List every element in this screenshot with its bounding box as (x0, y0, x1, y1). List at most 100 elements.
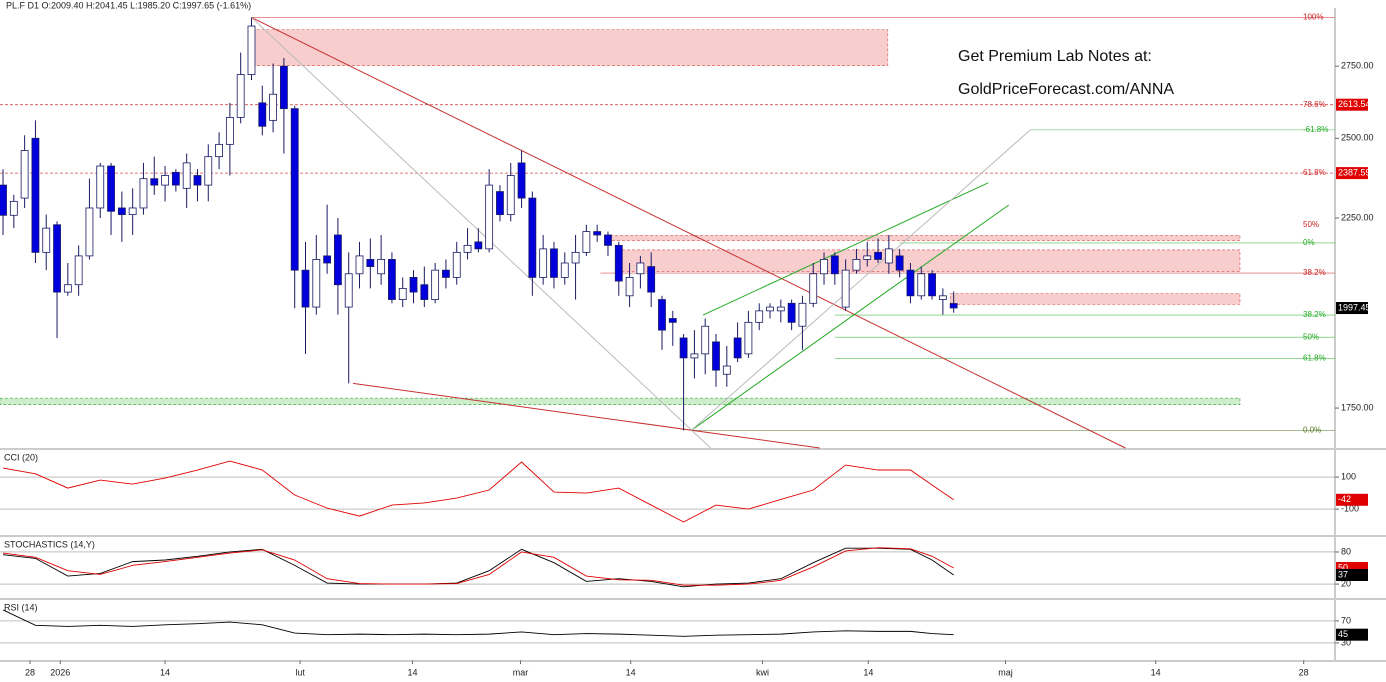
candle-body (74, 255, 83, 286)
trend-line (251, 17, 1126, 449)
candle-body (550, 248, 558, 278)
candle-body (668, 318, 677, 323)
candle-body (917, 273, 926, 297)
trend-line (251, 17, 711, 449)
candle-body (528, 197, 537, 278)
candle-body (193, 175, 202, 186)
x-tick-label: 14 (863, 667, 873, 677)
candle-body (269, 93, 277, 121)
candle-body (31, 137, 40, 253)
candle-body (496, 191, 504, 216)
price-marker-label: 1997.45 (1338, 302, 1371, 312)
candle-body (938, 295, 947, 300)
candle-body (150, 178, 159, 186)
price-marker (1336, 167, 1368, 180)
fib-label: 0% (1303, 238, 1315, 247)
candle-body (323, 255, 332, 264)
candle-body (841, 269, 850, 308)
candle-body (279, 65, 288, 110)
fib-label: 50% (1303, 220, 1319, 229)
x-tick-label: 14 (407, 667, 417, 677)
x-tick-label: 28 (25, 667, 35, 677)
candle-body (636, 262, 645, 275)
price-marker (1336, 98, 1368, 111)
x-tick-label: kwi (756, 667, 769, 677)
candle-body (755, 310, 764, 323)
candle-body (830, 255, 839, 275)
candle-body (560, 262, 569, 278)
price-marker (1336, 493, 1368, 506)
candle-body (171, 171, 180, 186)
candle-body (863, 255, 872, 260)
candle-body (809, 273, 818, 304)
candle-body (182, 162, 191, 189)
candle-body (679, 337, 688, 359)
candle-body (604, 234, 612, 246)
y-tick-label: 20 (1341, 578, 1351, 588)
candle-body (712, 341, 720, 371)
candle-body (485, 184, 494, 250)
candle-body (398, 287, 407, 300)
fib-label: 0.0% (1303, 426, 1321, 435)
candle-body (128, 207, 137, 216)
candle-body (658, 299, 666, 331)
candle-body (225, 117, 234, 145)
candle-body (247, 25, 256, 75)
fib-label: -61.8% (1303, 125, 1328, 134)
x-tick-label: 14 (626, 667, 636, 677)
zone (251, 29, 889, 67)
candle-body (344, 273, 353, 308)
candle-body (420, 284, 429, 300)
y-tick-label: 30 (1341, 637, 1351, 647)
candle-body (0, 184, 7, 216)
candle-body (582, 231, 591, 253)
candle-body (874, 251, 882, 260)
candle-body (53, 224, 61, 293)
candle-body (85, 207, 94, 257)
price-marker-label: 50 (1338, 562, 1348, 572)
candle-body (798, 302, 807, 327)
x-tick-label: mar (513, 667, 529, 677)
candle-body (733, 337, 742, 359)
candle-body (96, 165, 105, 209)
candle-body (215, 143, 223, 158)
candle-body (20, 150, 29, 199)
x-tick-label: maj (998, 667, 1013, 677)
zone (0, 397, 1241, 405)
candle-body (722, 365, 731, 375)
candle-body (506, 175, 515, 216)
zone (609, 234, 1241, 241)
fib-label: 100% (1303, 13, 1323, 22)
candle-body (766, 306, 774, 312)
indicator-line (2, 460, 954, 523)
candle-body (452, 251, 461, 278)
candle-body (377, 259, 386, 275)
indicator-line (2, 547, 954, 588)
price-marker (1336, 568, 1368, 581)
candle-body (884, 248, 893, 264)
y-tick-label: 2500.00 (1341, 133, 1374, 143)
y-tick-label: 100 (1341, 471, 1356, 481)
fib-label: 38.2% (1303, 268, 1326, 277)
panel-title: STOCHASTICS (14,Y) (4, 539, 95, 549)
candle-body (571, 251, 580, 264)
candle-body (334, 234, 342, 286)
y-tick-label: 2750.00 (1341, 61, 1374, 71)
candle-body (258, 102, 267, 127)
candle-body (517, 162, 526, 199)
fib-label: 61.8% (1303, 353, 1326, 362)
price-marker (1336, 302, 1368, 315)
candle-body (236, 74, 245, 118)
candle-body (949, 303, 958, 309)
annotation: GoldPriceForecast.com/ANNA (958, 81, 1174, 98)
candle-body (139, 178, 148, 209)
candle-body (431, 269, 440, 300)
candle-body (161, 175, 169, 186)
candle-body (539, 248, 548, 278)
candle-body (42, 227, 51, 253)
annotation: Get Premium Lab Notes at: (958, 48, 1152, 65)
x-tick-label: 14 (1151, 667, 1161, 677)
price-marker (1336, 628, 1368, 641)
price-marker-label: 37 (1338, 569, 1348, 579)
fib-label: 61.8% (1303, 168, 1326, 177)
